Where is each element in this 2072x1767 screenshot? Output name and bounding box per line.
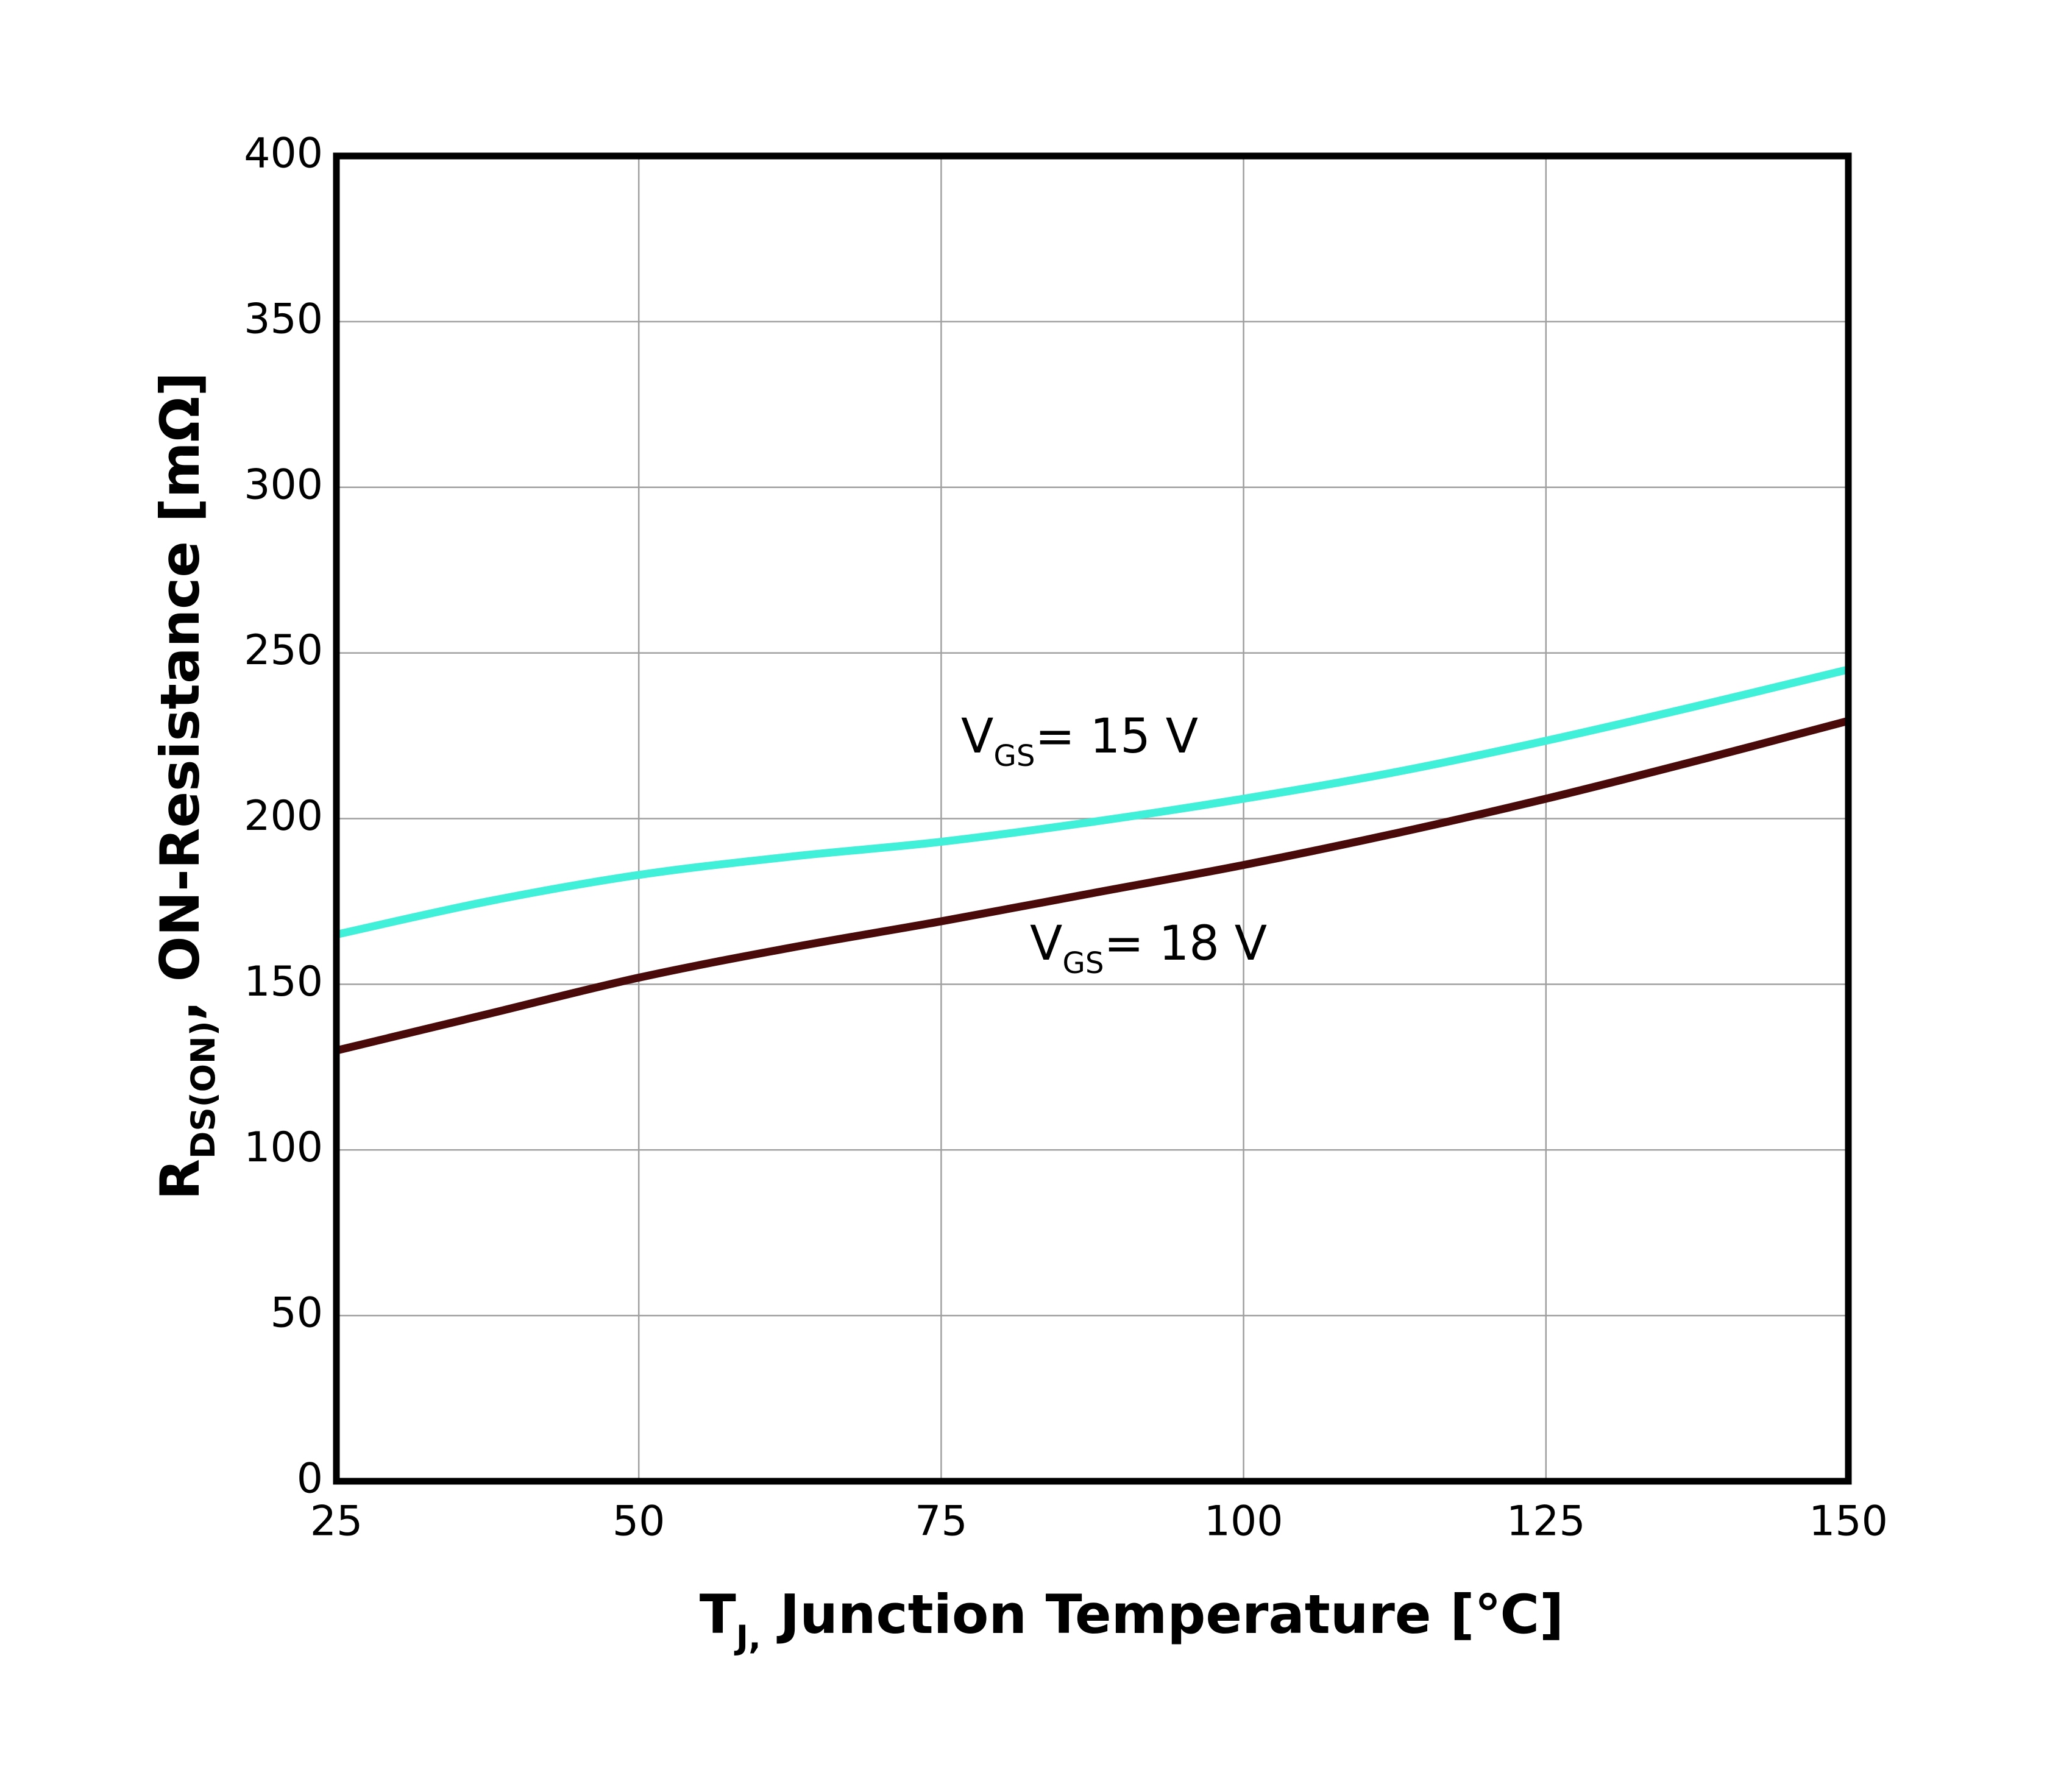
y-tick-label: 150 [244,958,323,1006]
plot-frame [333,152,1852,1485]
annotation-text: V [1030,916,1062,971]
x-tick-label: 75 [915,1498,968,1546]
y-tick-label: 50 [270,1289,323,1337]
lines [335,665,1850,1055]
series-line [335,665,1850,939]
x-label-text: T [700,1583,736,1646]
y-label-text: R [149,1159,211,1200]
y-tick-label: 200 [244,792,323,840]
x-tick-label: 25 [310,1498,363,1546]
annotation-text: V [961,709,993,764]
y-axis-label: RDS(ON), ON-Resistance [mΩ] [149,372,222,1200]
y-tick-label: 350 [244,295,323,343]
x-tick-label: 150 [1809,1498,1888,1546]
y-tick-label: 400 [244,130,323,178]
x-label-sub: J, [734,1618,761,1657]
y-tick-label: 300 [244,461,323,509]
x-tick-label: 50 [612,1498,665,1546]
y-label-sub: DS(ON) [183,1021,222,1158]
annotation-suffix: = 15 V [1035,709,1199,764]
y-tick-label: 0 [297,1455,323,1503]
x-tick-label: 125 [1506,1498,1586,1546]
x-label-suffix: Junction Temperature [℃] [761,1583,1564,1646]
y-tick-label: 100 [244,1124,323,1172]
x-tick-label: 100 [1204,1498,1283,1546]
annotation: VGS= 15 V [961,709,1198,773]
x-axis-label: TJ, Junction Temperature [℃] [700,1583,1564,1657]
annotation: VGS= 18 V [1030,916,1267,980]
series-line [335,717,1850,1055]
y-tick-label: 250 [244,626,323,675]
annotation-sub: GS [993,739,1035,773]
annotation-suffix: = 18 V [1104,916,1268,971]
annotation-sub: GS [1062,946,1104,980]
y-label-suffix: , ON-Resistance [mΩ] [149,372,211,1021]
